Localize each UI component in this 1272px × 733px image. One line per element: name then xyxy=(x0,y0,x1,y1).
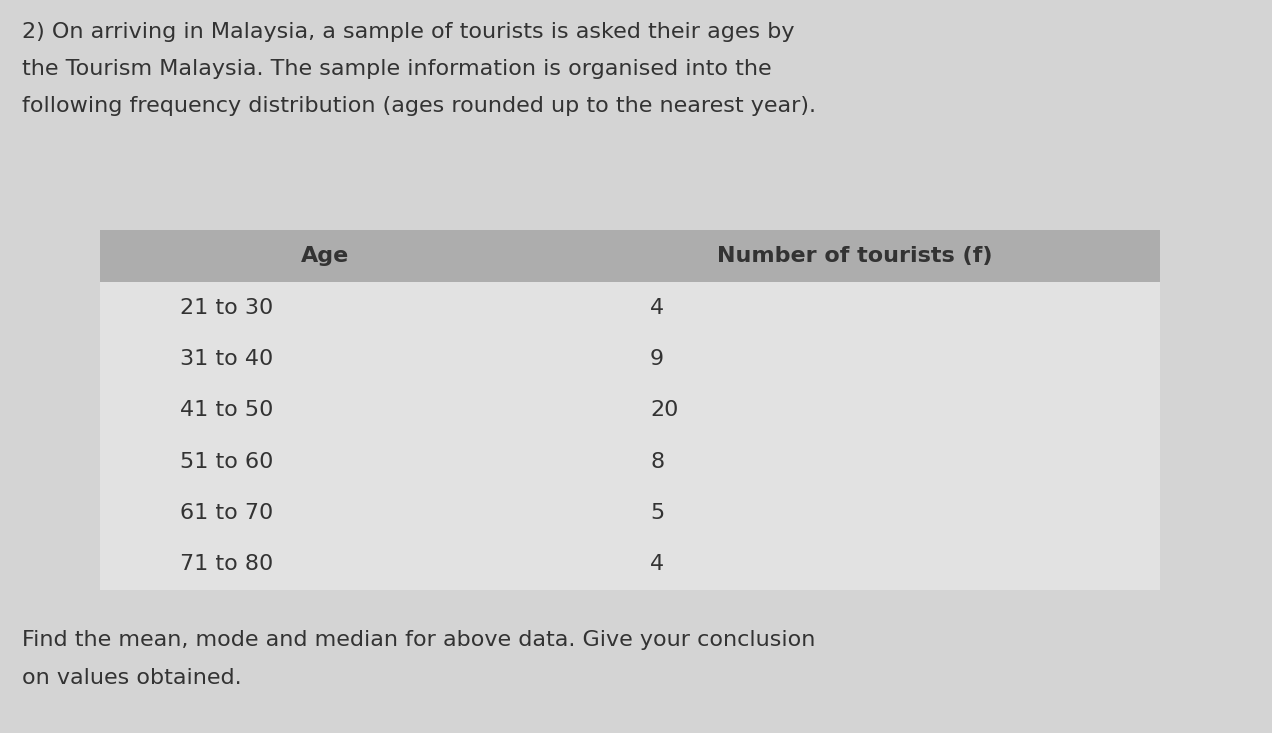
Text: Find the mean, mode and median for above data. Give your conclusion: Find the mean, mode and median for above… xyxy=(22,630,815,650)
Text: 2) On arriving in Malaysia, a sample of tourists is asked their ages by: 2) On arriving in Malaysia, a sample of … xyxy=(22,22,795,42)
Text: 20: 20 xyxy=(650,400,678,420)
Text: on values obtained.: on values obtained. xyxy=(22,668,242,688)
Text: 5: 5 xyxy=(650,503,664,523)
Text: Number of tourists (f): Number of tourists (f) xyxy=(717,246,992,266)
Text: 61 to 70: 61 to 70 xyxy=(181,503,273,523)
Text: 31 to 40: 31 to 40 xyxy=(181,349,273,369)
Bar xyxy=(100,230,1160,282)
Text: 51 to 60: 51 to 60 xyxy=(181,452,273,471)
Text: 4: 4 xyxy=(650,554,664,575)
Text: 8: 8 xyxy=(650,452,664,471)
Text: 21 to 30: 21 to 30 xyxy=(181,298,273,317)
Text: 41 to 50: 41 to 50 xyxy=(181,400,273,420)
Text: 9: 9 xyxy=(650,349,664,369)
Text: the Tourism Malaysia. The sample information is organised into the: the Tourism Malaysia. The sample informa… xyxy=(22,59,772,79)
Text: Age: Age xyxy=(301,246,349,266)
Text: 71 to 80: 71 to 80 xyxy=(181,554,273,575)
Text: 4: 4 xyxy=(650,298,664,317)
Text: following frequency distribution (ages rounded up to the nearest year).: following frequency distribution (ages r… xyxy=(22,96,817,116)
Bar xyxy=(100,282,1160,590)
